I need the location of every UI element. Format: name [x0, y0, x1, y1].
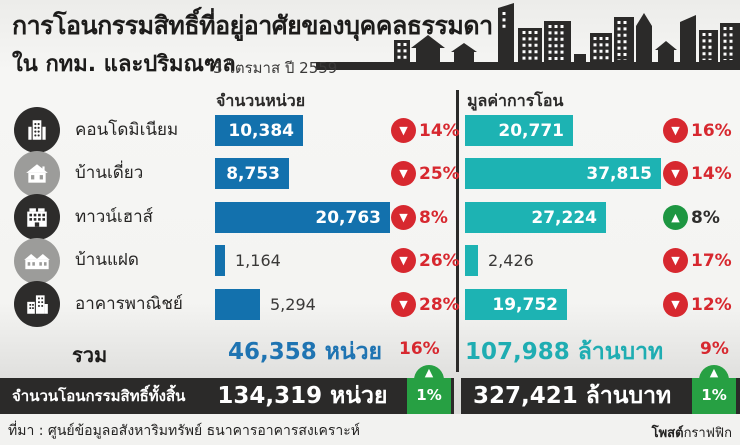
category-label: บ้านเดี่ยว — [75, 163, 144, 183]
bar-value-label: 20,763 — [315, 207, 381, 228]
grand-total-units-value: 134,319 หน่วย — [217, 383, 388, 409]
value-change-indicator: 17% — [663, 245, 732, 276]
change-percent: 28% — [419, 294, 460, 315]
change-percent: 14% — [691, 163, 732, 184]
down-arrow-icon — [663, 292, 688, 317]
value-change-indicator: 8% — [663, 202, 720, 233]
category-label: อาคารพาณิชย์ — [75, 294, 183, 314]
value-bar: 20,771 — [465, 115, 573, 146]
city-skyline-illustration — [316, 3, 740, 70]
down-arrow-icon — [391, 205, 416, 230]
up-arrow-icon: ▲ — [424, 366, 434, 379]
units-change-indicator: 26% — [391, 245, 460, 276]
grand-total-units-bar: จำนวนโอนกรรมสิทธิ์ทั้งสิ้น 134,319 หน่วย… — [0, 367, 454, 414]
total-value-percent: 9% — [700, 339, 729, 359]
category-label: คอนโดมิเนียม — [75, 120, 179, 140]
grand-total-value-value: 327,421 ล้านบาท — [473, 383, 672, 409]
grand-total-units-change-badge: ▲ 1% — [407, 367, 451, 414]
down-arrow-icon — [663, 118, 688, 143]
total-row-label: รวม — [72, 343, 108, 367]
up-arrow-icon — [663, 205, 688, 230]
townhouse-icon — [14, 194, 60, 240]
units-bar: 10,384 — [215, 115, 303, 146]
units-column-header: จำนวนหน่วย — [216, 91, 306, 110]
bar-value-label: 10,384 — [228, 120, 294, 141]
bar-value-label: 19,752 — [492, 294, 558, 315]
period-label: 3 ไตรมาส ปี 2559 — [213, 59, 338, 77]
down-arrow-icon — [663, 248, 688, 273]
grand-total-value-change-badge: ▲ 1% — [692, 367, 736, 414]
page-title: การโอนกรรมสิทธิ์ที่อยู่อาศัยของบุคคลธรรม… — [12, 11, 493, 40]
down-arrow-icon — [391, 118, 416, 143]
value-bar: 37,815 — [465, 158, 661, 189]
change-percent: 12% — [691, 294, 732, 315]
units-bar — [215, 289, 260, 320]
change-percent: 1% — [416, 386, 442, 404]
change-percent: 8% — [419, 207, 448, 228]
grand-total-value-bar: 327,421 ล้านบาท ▲ 1% — [461, 367, 740, 414]
page-subtitle: ใน กทม. และปริมณฑล — [12, 52, 236, 77]
total-transfer-value: 107,988 ล้านบาท — [465, 339, 664, 365]
total-units-value: 46,358 หน่วย — [227, 339, 383, 365]
bar-value-label: 5,294 — [270, 295, 316, 314]
total-units-percent: 16% — [399, 339, 440, 359]
units-change-indicator: 28% — [391, 289, 460, 320]
down-arrow-icon — [391, 292, 416, 317]
grand-total-label: จำนวนโอนกรรมสิทธิ์ทั้งสิ้น — [12, 387, 186, 405]
units-bar: 20,763 — [215, 202, 390, 233]
category-label: บ้านแฝด — [75, 250, 139, 270]
footer: ที่มา : ศูนย์ข้อมูลอสังหาริมทรัพย์ ธนาคา… — [0, 414, 740, 445]
detached-house-icon — [14, 151, 60, 197]
units-bar: 8,753 — [215, 158, 289, 189]
change-percent: 14% — [419, 120, 460, 141]
change-percent: 1% — [701, 386, 727, 404]
up-arrow-icon: ▲ — [709, 366, 719, 379]
column-divider — [456, 90, 459, 372]
value-bar — [465, 245, 478, 276]
bar-value-label: 37,815 — [586, 163, 652, 184]
down-arrow-icon — [391, 161, 416, 186]
units-change-indicator: 14% — [391, 115, 460, 146]
bar-value-label: 2,426 — [488, 251, 534, 270]
publisher-logo: โพสต์กราฟฟิก — [651, 426, 732, 441]
units-bar — [215, 245, 225, 276]
bar-value-label: 27,224 — [531, 207, 597, 228]
down-arrow-icon — [391, 248, 416, 273]
category-label: ทาวน์เฮาส์ — [75, 207, 154, 227]
value-change-indicator: 16% — [663, 115, 732, 146]
change-percent: 17% — [691, 250, 732, 271]
bar-value-label: 8,753 — [226, 163, 280, 184]
change-percent: 25% — [419, 163, 460, 184]
change-percent: 26% — [419, 250, 460, 271]
change-percent: 16% — [691, 120, 732, 141]
value-bar: 27,224 — [465, 202, 606, 233]
commercial-building-icon — [14, 281, 60, 327]
condominium-icon — [14, 107, 60, 153]
twin-house-icon — [14, 238, 60, 284]
source-credit: ที่มา : ศูนย์ข้อมูลอสังหาริมทรัพย์ ธนาคา… — [8, 423, 361, 439]
value-column-header: มูลค่าการโอน — [467, 91, 564, 110]
value-bar: 19,752 — [465, 289, 567, 320]
change-percent: 8% — [691, 207, 720, 228]
value-change-indicator: 12% — [663, 289, 732, 320]
down-arrow-icon — [663, 161, 688, 186]
bar-value-label: 1,164 — [235, 251, 281, 270]
value-change-indicator: 14% — [663, 158, 732, 189]
units-change-indicator: 8% — [391, 202, 448, 233]
units-change-indicator: 25% — [391, 158, 460, 189]
bar-value-label: 20,771 — [498, 120, 564, 141]
